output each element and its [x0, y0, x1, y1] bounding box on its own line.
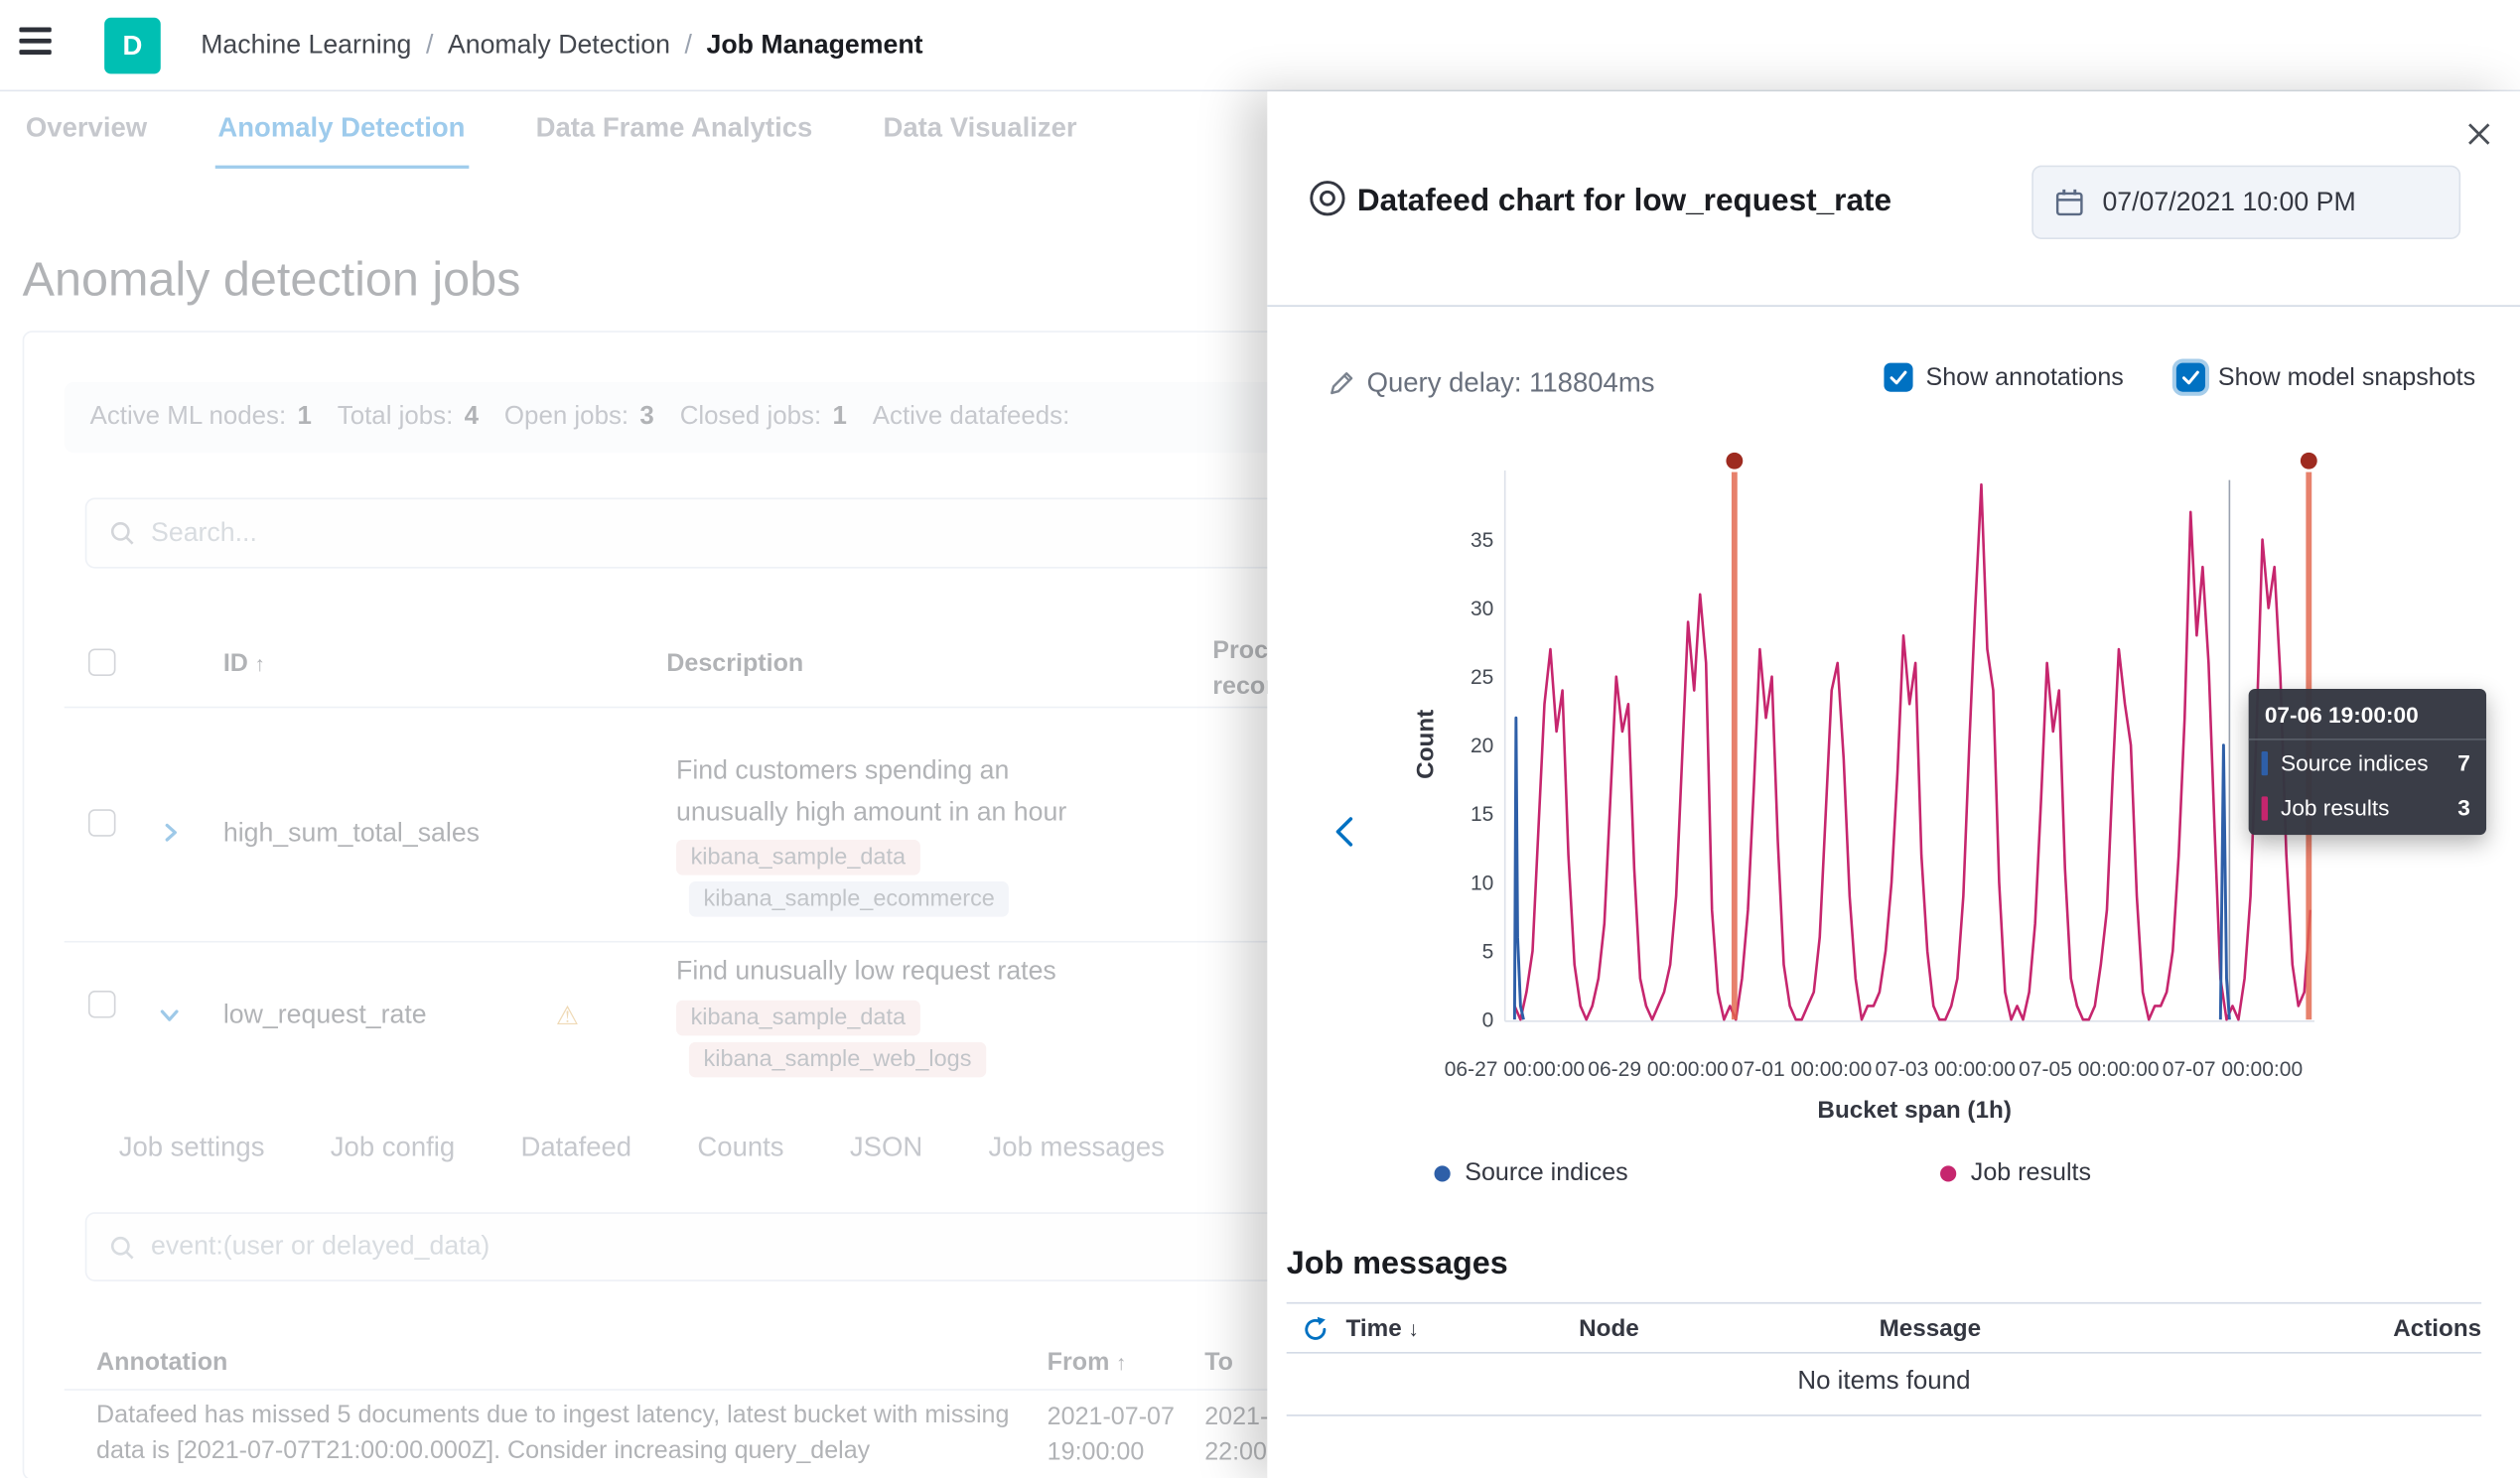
breadcrumb-separator: / [426, 30, 433, 61]
svg-text:06-27 00:00:00: 06-27 00:00:00 [1445, 1058, 1585, 1081]
menu-hamburger-button[interactable] [19, 27, 55, 63]
hamburger-bar [19, 39, 51, 43]
legend-dot-icon [1435, 1165, 1451, 1181]
job-messages-title: Job messages [1287, 1246, 1508, 1282]
svg-text:25: 25 [1470, 666, 1493, 689]
breadcrumb: Machine Learning / Anomaly Detection / J… [201, 0, 922, 90]
datafeed-chart-canvas[interactable]: 0 5 10 15 20 25 30 35 06-27 00:00:0006-29 00:00:… [1267, 91, 2520, 1135]
tooltip-value: 7 [2457, 749, 2470, 775]
tooltip-time: 07-06 19:00:00 [2249, 689, 2486, 740]
svg-text:30: 30 [1470, 598, 1493, 620]
tooltip-value: 3 [2457, 795, 2470, 821]
datafeed-chart-flyout: Datafeed chart for low_request_rate 07/0… [1267, 91, 2520, 1478]
no-items-found-text: No items found [1287, 1368, 2481, 1397]
svg-text:20: 20 [1470, 735, 1493, 757]
previous-time-range-button[interactable] [1322, 811, 1363, 853]
sort-desc-icon: ↓ [1408, 1316, 1419, 1340]
x-axis-title: Bucket span (1h) [1753, 1097, 2075, 1124]
svg-text:10: 10 [1470, 872, 1493, 894]
breadcrumb-job-management: Job Management [707, 30, 923, 61]
breadcrumb-machine-learning[interactable]: Machine Learning [201, 30, 411, 61]
tooltip-swatch-source [2262, 750, 2268, 774]
tooltip-swatch-job [2262, 796, 2268, 820]
chevron-left-icon [1332, 816, 1353, 848]
svg-text:06-29 00:00:00: 06-29 00:00:00 [1588, 1058, 1728, 1081]
breadcrumb-anomaly-detection[interactable]: Anomaly Detection [448, 30, 670, 61]
table-divider [1287, 1414, 2481, 1416]
tooltip-label: Job results [2281, 795, 2445, 821]
tooltip-row: Job results 3 [2249, 785, 2486, 835]
breadcrumb-separator: / [685, 30, 692, 61]
column-header-time[interactable]: Time↓ [1346, 1315, 1419, 1342]
legend-item-source-indices[interactable]: Source indices [1435, 1159, 1628, 1188]
screenshot-stage: D Machine Learning / Anomaly Detection /… [0, 0, 2520, 1478]
y-axis-title: Count [1413, 680, 1440, 808]
svg-text:07-05 00:00:00: 07-05 00:00:00 [2019, 1058, 2159, 1081]
refresh-icon[interactable] [1303, 1316, 1329, 1342]
column-header-actions: Actions [2393, 1315, 2481, 1342]
space-avatar[interactable]: D [104, 18, 161, 74]
svg-text:15: 15 [1470, 803, 1493, 826]
svg-text:07-07 00:00:00: 07-07 00:00:00 [2163, 1058, 2303, 1081]
hamburger-bar [19, 27, 51, 31]
job-messages-header: Time↓ Node Message Actions [1287, 1302, 2481, 1354]
tooltip-label: Source indices [2281, 749, 2445, 775]
legend-label: Job results [1971, 1159, 2091, 1188]
svg-text:35: 35 [1470, 529, 1493, 552]
column-header-message: Message [1880, 1315, 1982, 1342]
legend-dot-icon [1940, 1165, 1956, 1181]
app-header: D Machine Learning / Anomaly Detection /… [0, 0, 2520, 91]
chart-tooltip: 07-06 19:00:00 Source indices 7 Job resu… [2249, 689, 2486, 835]
svg-text:07-01 00:00:00: 07-01 00:00:00 [1732, 1058, 1872, 1081]
svg-text:07-03 00:00:00: 07-03 00:00:00 [1876, 1058, 2016, 1081]
svg-text:5: 5 [1482, 940, 1494, 963]
tooltip-row: Source indices 7 [2249, 740, 2486, 785]
legend-item-job-results[interactable]: Job results [1940, 1159, 2091, 1188]
column-header-node: Node [1579, 1315, 1639, 1342]
svg-text:0: 0 [1482, 1008, 1494, 1031]
hamburger-bar [19, 50, 51, 54]
legend-label: Source indices [1465, 1159, 1627, 1188]
